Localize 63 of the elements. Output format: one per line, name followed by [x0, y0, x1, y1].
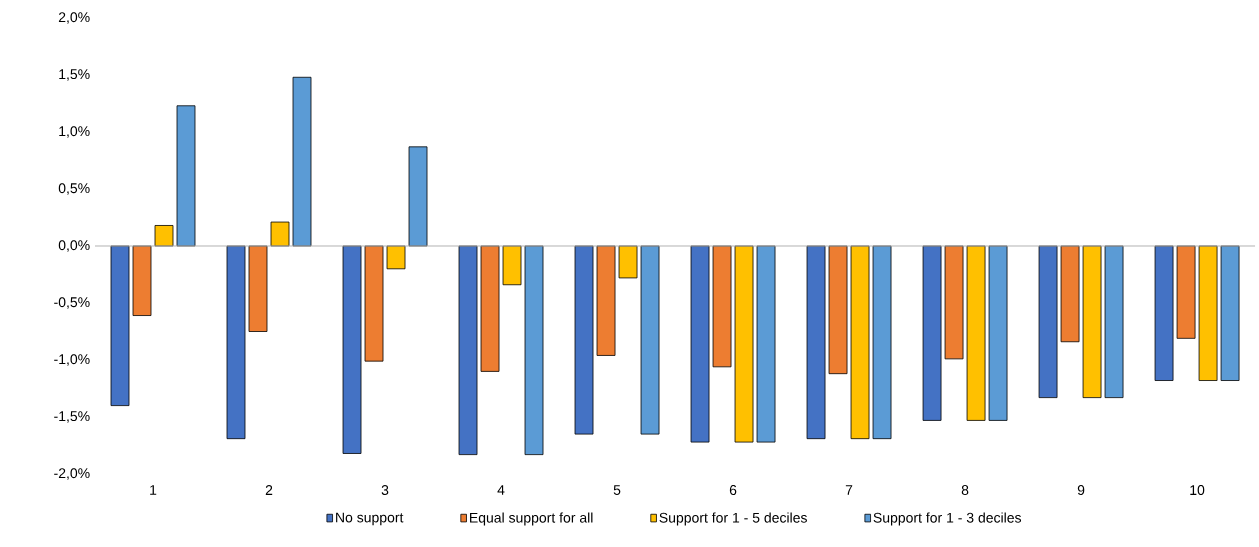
bar: [966, 245, 986, 421]
y-tick-label: 1,5%: [59, 69, 90, 81]
bar: [1060, 245, 1080, 343]
x-tick-label: 8: [961, 485, 969, 496]
bar: [712, 245, 732, 368]
y-tick-label: 0,5%: [58, 183, 90, 195]
bar: [226, 245, 246, 440]
y-tick-label: -1,0%: [54, 354, 90, 366]
bar: [154, 225, 174, 247]
bar: [574, 245, 594, 435]
bar: [828, 245, 848, 375]
bar: [408, 146, 428, 247]
x-tick-label: 3: [381, 485, 389, 496]
bar: [342, 245, 362, 454]
bar: [132, 245, 152, 316]
bar: [850, 245, 870, 440]
x-tick-label: 5: [613, 485, 621, 495]
bar: [502, 245, 522, 286]
bar: [640, 245, 660, 435]
legend-label: Support for 1 - 3 deciles: [873, 512, 1022, 526]
y-tick-label: -2,0%: [54, 468, 90, 480]
bar: [944, 245, 964, 360]
x-tick-label: 1: [150, 485, 157, 495]
bar: [756, 245, 776, 443]
bar: [596, 245, 616, 356]
bar: [1082, 245, 1102, 399]
x-tick-label: 6: [729, 485, 737, 496]
bar: [1176, 245, 1196, 339]
x-tick-label: 7: [845, 485, 853, 495]
bar: [1038, 245, 1058, 399]
bar: [690, 245, 710, 443]
bar: [524, 245, 544, 456]
bar: [480, 245, 500, 372]
bar: [386, 245, 406, 270]
x-tick-label: 10: [1190, 485, 1205, 496]
bar: [1220, 245, 1240, 381]
bar: [806, 245, 826, 440]
legend-label: No support: [336, 512, 404, 526]
bar: [270, 221, 290, 247]
bar: [618, 245, 638, 279]
y-tick-label: -0,5%: [54, 297, 90, 309]
bar: [292, 76, 312, 247]
legend-label: Equal support for all: [470, 512, 593, 526]
x-tick-label: 9: [1077, 485, 1085, 496]
bar: [1154, 245, 1174, 381]
bar: [110, 245, 130, 406]
bar: [1198, 245, 1218, 381]
bar: [458, 245, 478, 456]
bar: [248, 245, 268, 332]
bar: [872, 245, 892, 440]
y-tick-label: 2,0%: [58, 12, 90, 24]
y-tick-label: 0,0%: [58, 240, 90, 252]
x-tick-label: 4: [497, 485, 505, 495]
bar: [988, 245, 1008, 421]
bar: [1104, 245, 1124, 399]
y-tick-label: 1,0%: [59, 126, 90, 138]
bar: [734, 245, 754, 443]
bar: [176, 105, 196, 247]
bar: [364, 245, 384, 362]
legend-label: Support for 1 - 5 deciles: [659, 512, 807, 526]
y-tick-label: -1,5%: [54, 411, 90, 423]
x-tick-label: 2: [265, 485, 273, 495]
bar: [922, 245, 942, 421]
